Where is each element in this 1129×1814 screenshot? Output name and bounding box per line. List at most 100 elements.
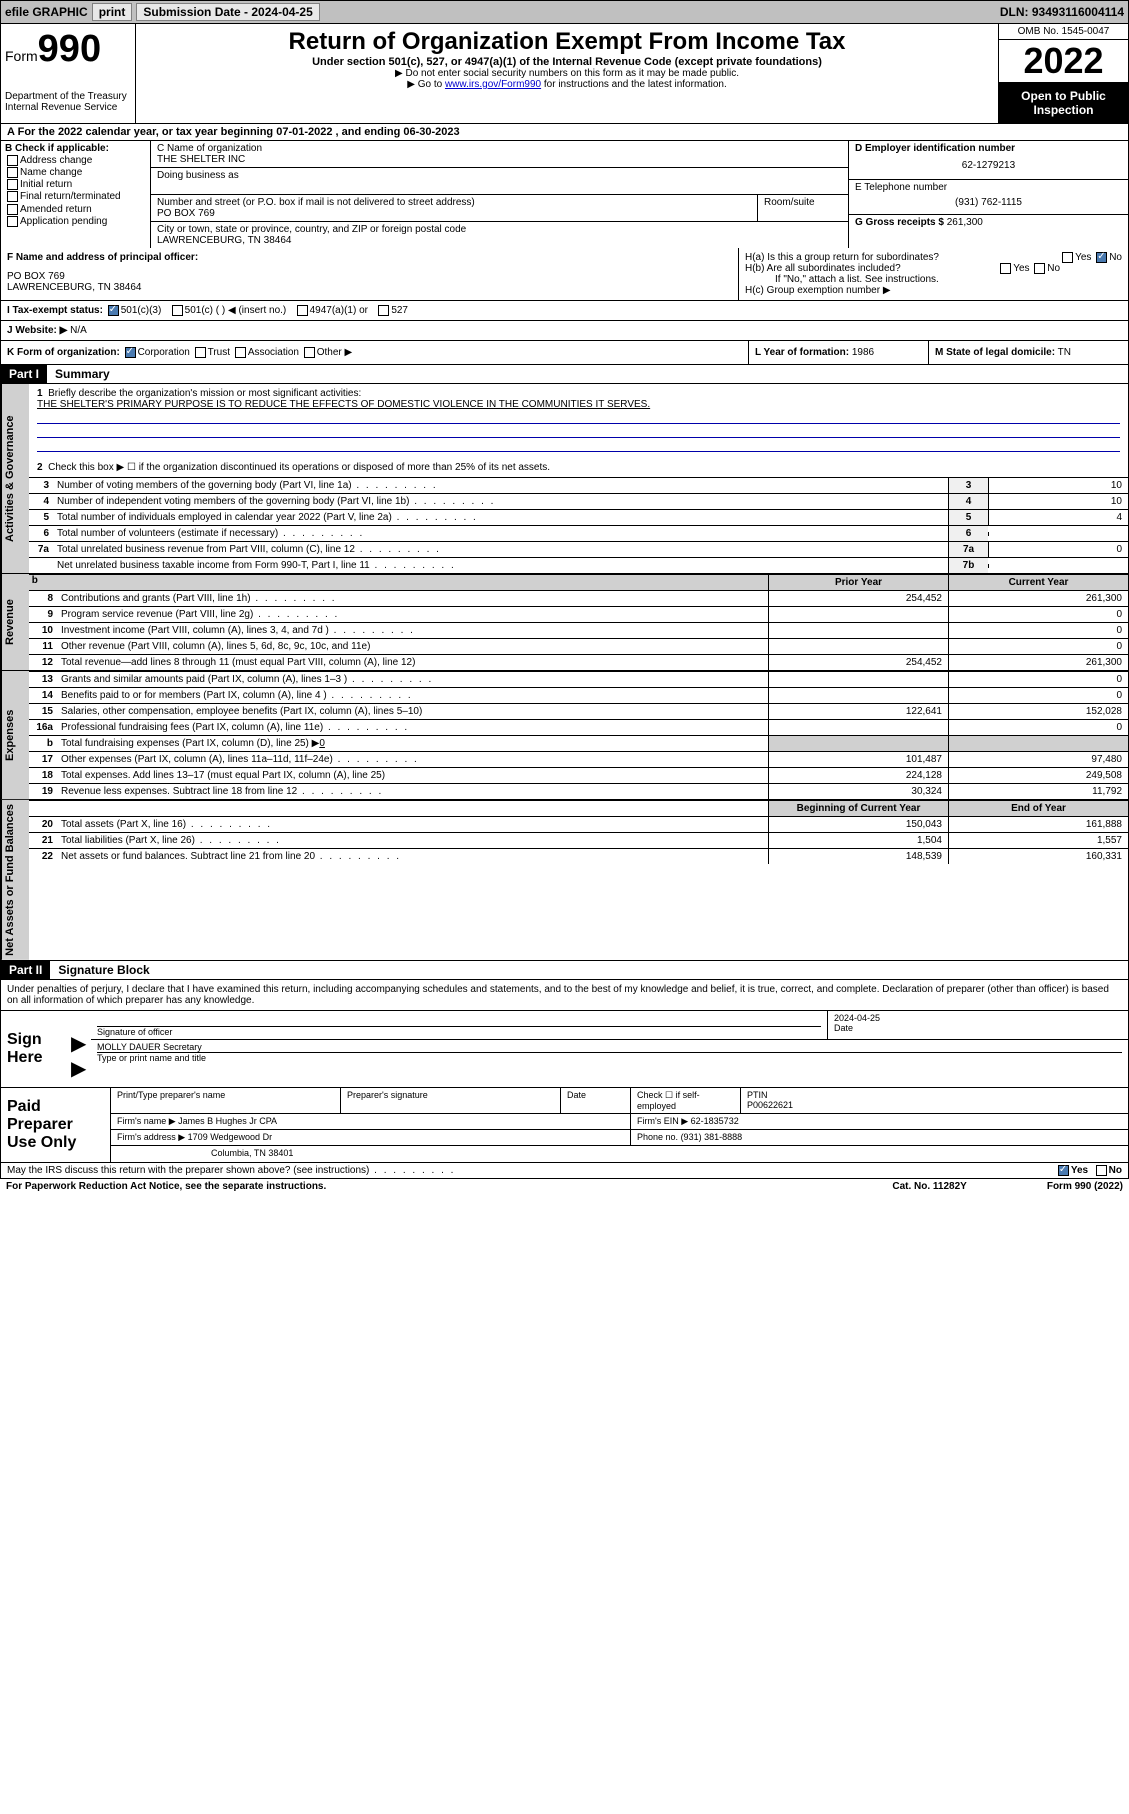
chk-addr[interactable] xyxy=(7,155,18,166)
l19: Revenue less expenses. Subtract line 18 … xyxy=(57,784,768,799)
firm-addr-label: Firm's address ▶ xyxy=(117,1132,185,1142)
v7b xyxy=(988,564,1128,568)
form-label: Form xyxy=(5,48,38,64)
chk-trust[interactable] xyxy=(195,347,206,358)
part2-header: Part II Signature Block xyxy=(0,961,1129,980)
v6 xyxy=(988,532,1128,536)
chk-corp[interactable] xyxy=(125,347,136,358)
print-button[interactable]: print xyxy=(92,3,133,21)
chk-name[interactable] xyxy=(7,167,18,178)
chk-501c[interactable] xyxy=(172,305,183,316)
p21: 1,504 xyxy=(768,833,948,848)
city-label: City or town, state or province, country… xyxy=(157,224,842,235)
p18: 224,128 xyxy=(768,768,948,783)
chk-amend[interactable] xyxy=(7,204,18,215)
discuss-yes[interactable] xyxy=(1058,1165,1069,1176)
chk-assoc[interactable] xyxy=(235,347,246,358)
ein-val: 62-1279213 xyxy=(855,154,1122,177)
chk-final[interactable] xyxy=(7,191,18,202)
phone-val: (931) 762-1115 xyxy=(855,193,1122,212)
gross-label: G Gross receipts $ xyxy=(855,217,944,228)
l10: Investment income (Part VIII, column (A)… xyxy=(57,623,768,638)
dept-label: Department of the Treasury xyxy=(5,91,131,102)
irs-link[interactable]: www.irs.gov/Form990 xyxy=(445,79,541,90)
firm-phone-label: Phone no. xyxy=(637,1132,678,1142)
form-number: 990 xyxy=(38,28,101,70)
chk-4947[interactable] xyxy=(297,305,308,316)
f-line1: PO BOX 769 xyxy=(7,271,732,282)
i-label: I Tax-exempt status: xyxy=(7,305,103,316)
v3: 10 xyxy=(988,478,1128,493)
domicile: TN xyxy=(1058,347,1071,358)
h-note: If "No," attach a list. See instructions… xyxy=(745,274,1122,285)
hb-yes[interactable] xyxy=(1000,263,1011,274)
firm-ein-label: Firm's EIN ▶ xyxy=(637,1116,688,1126)
hb-no[interactable] xyxy=(1034,263,1045,274)
box-h: H(a) Is this a group return for subordin… xyxy=(738,248,1128,300)
open-public: Open to Public Inspection xyxy=(999,83,1128,123)
firm-addr2: Columbia, TN 38401 xyxy=(111,1146,1128,1160)
l15: Salaries, other compensation, employee b… xyxy=(57,704,768,719)
c-name-label: C Name of organization xyxy=(157,143,842,154)
prep-date-hdr: Date xyxy=(561,1088,631,1113)
vtab-activities: Activities & Governance xyxy=(1,384,29,573)
efile-label: efile GRAPHIC xyxy=(5,5,88,19)
firm-addr1: 1709 Wedgewood Dr xyxy=(188,1132,272,1142)
chk-other[interactable] xyxy=(304,347,315,358)
activities-block: Activities & Governance 1 Briefly descri… xyxy=(0,384,1129,574)
p12: 254,452 xyxy=(768,655,948,670)
l14: Benefits paid to or for members (Part IX… xyxy=(57,688,768,703)
sig-date: 2024-04-25 xyxy=(834,1013,1122,1023)
c15: 152,028 xyxy=(948,704,1128,719)
top-bar: efile GRAPHIC print Submission Date - 20… xyxy=(0,0,1129,24)
chk-527[interactable] xyxy=(378,305,389,316)
form-subtitle: Under section 501(c), 527, or 4947(a)(1)… xyxy=(146,56,988,68)
firm-name-label: Firm's name ▶ xyxy=(117,1116,176,1126)
info-grid: B Check if applicable: Address change Na… xyxy=(0,141,1129,248)
tax-year: 2022 xyxy=(999,40,1128,83)
revenue-block: Revenue bPrior YearCurrent Year 8Contrib… xyxy=(0,574,1129,671)
l5: Total number of individuals employed in … xyxy=(53,510,948,525)
box-b: B Check if applicable: Address change Na… xyxy=(1,141,151,248)
box-deg: D Employer identification number 62-1279… xyxy=(848,141,1128,248)
chk-501c3[interactable] xyxy=(108,305,119,316)
l21: Total liabilities (Part X, line 26) xyxy=(57,833,768,848)
discuss-no[interactable] xyxy=(1096,1165,1107,1176)
sign-here: Sign Here ▶▶ Signature of officer 2024-0… xyxy=(0,1010,1129,1088)
c10: 0 xyxy=(948,623,1128,638)
l20: Total assets (Part X, line 16) xyxy=(57,817,768,832)
ptin-label: PTIN xyxy=(747,1090,768,1100)
footer-left: For Paperwork Reduction Act Notice, see … xyxy=(6,1181,326,1192)
part2-title: Signature Block xyxy=(50,961,157,979)
c20: 161,888 xyxy=(948,817,1128,832)
street-label: Number and street (or P.O. box if mail i… xyxy=(157,197,751,208)
hdr-current: Current Year xyxy=(948,575,1128,590)
chk-app[interactable] xyxy=(7,216,18,227)
discuss-row: May the IRS discuss this return with the… xyxy=(0,1163,1129,1179)
p19: 30,324 xyxy=(768,784,948,799)
city-val: LAWRENCEBURG, TN 38464 xyxy=(157,235,842,246)
l16a: Professional fundraising fees (Part IX, … xyxy=(57,720,768,735)
netassets-block: Net Assets or Fund Balances Beginning of… xyxy=(0,800,1129,961)
vtab-netassets: Net Assets or Fund Balances xyxy=(1,800,29,960)
v5: 4 xyxy=(988,510,1128,525)
note-ssn: ▶ Do not enter social security numbers o… xyxy=(146,68,988,79)
p15: 122,641 xyxy=(768,704,948,719)
hdr-eoy: End of Year xyxy=(948,801,1128,816)
part1-label: Part I xyxy=(1,365,47,383)
c18: 249,508 xyxy=(948,768,1128,783)
l6: Total number of volunteers (estimate if … xyxy=(53,526,948,541)
box-l: L Year of formation: 1986 xyxy=(748,341,928,364)
c16a: 0 xyxy=(948,720,1128,735)
chk-init[interactable] xyxy=(7,179,18,190)
officer-name-label: Type or print name and title xyxy=(97,1053,1122,1063)
l17: Other expenses (Part IX, column (A), lin… xyxy=(57,752,768,767)
ha-yes[interactable] xyxy=(1062,252,1073,263)
header-center: Return of Organization Exempt From Incom… xyxy=(136,24,998,123)
prep-name-hdr: Print/Type preparer's name xyxy=(111,1088,341,1113)
c22: 160,331 xyxy=(948,849,1128,864)
paid-label: Paid Preparer Use Only xyxy=(1,1088,111,1162)
l11: Other revenue (Part VIII, column (A), li… xyxy=(57,639,768,654)
box-b-title: B Check if applicable: xyxy=(5,143,146,154)
ha-no[interactable] xyxy=(1096,252,1107,263)
